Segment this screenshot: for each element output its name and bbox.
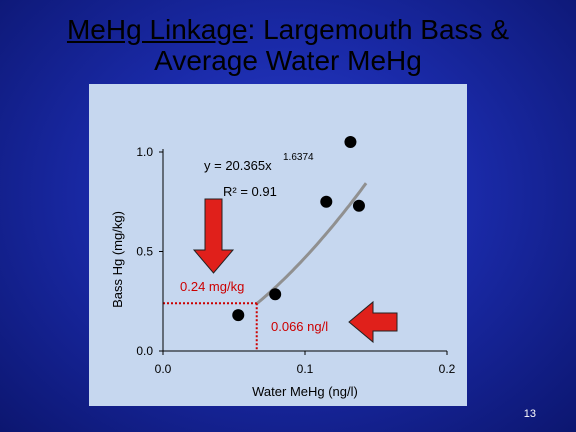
page-number: 13	[523, 408, 536, 420]
left-arrow-body	[348, 300, 398, 344]
slide-title: MeHg Linkage: Largemouth Bass & Average …	[0, 14, 576, 76]
trend-exponent: 1.6374	[283, 152, 314, 163]
x-axis-title: Water MeHg (ng/l)	[252, 384, 358, 399]
x-tick-label: 0.0	[155, 362, 172, 376]
plot-panel	[89, 84, 467, 406]
y-tick-label: 0.5	[136, 245, 153, 259]
data-point	[320, 195, 333, 208]
down-arrow	[192, 198, 235, 274]
x-tick-label: 0.1	[297, 362, 314, 376]
water-value-label: 0.066 ng/l	[271, 319, 328, 334]
y-tick-label: 1.0	[136, 145, 153, 159]
r-squared-label: R² = 0.91	[223, 184, 277, 199]
data-point	[344, 136, 357, 149]
y-tick-label: 0.0	[136, 344, 153, 358]
x-tick-label: 0.2	[439, 362, 456, 376]
title-underlined: MeHg Linkage	[66, 14, 248, 45]
data-point	[352, 199, 365, 212]
trend-equation: y = 20.365x	[204, 158, 272, 173]
title-line1: : Largemouth Bass &	[247, 14, 510, 45]
fish-value-label: 0.24 mg/kg	[180, 279, 244, 294]
data-point	[232, 309, 245, 322]
title-line2: Average Water MeHg	[154, 45, 422, 76]
y-axis-title: Bass Hg (mg/kg)	[110, 211, 125, 308]
data-point	[269, 288, 282, 301]
trend-line	[255, 182, 368, 305]
